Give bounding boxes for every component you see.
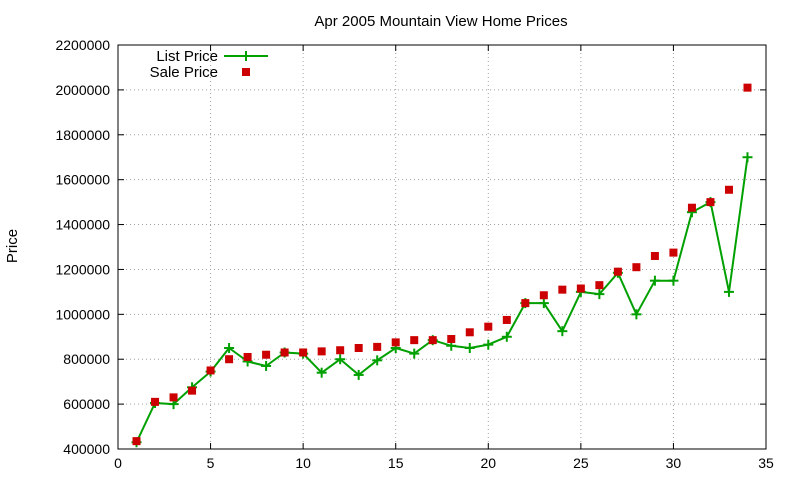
x-tick-label: 35 <box>758 455 774 471</box>
list-price-point <box>723 286 734 297</box>
sale-price-point <box>632 263 641 272</box>
sale-price-point <box>706 198 715 207</box>
grid <box>118 45 766 449</box>
sale-price-point <box>262 350 271 359</box>
sale-price-point <box>373 342 382 351</box>
x-tick-label: 15 <box>388 455 404 471</box>
y-tick-label: 1400000 <box>55 217 110 233</box>
legend: List Price Sale Price <box>150 48 268 81</box>
legend-marker-sale-price <box>242 68 250 76</box>
sale-price-point <box>447 335 456 344</box>
x-tick-label: 0 <box>114 455 122 471</box>
list-price-point <box>372 355 383 366</box>
y-tick-label: 600000 <box>63 396 110 412</box>
legend-label-sale-price: Sale Price <box>150 64 218 81</box>
y-tick-label: 2000000 <box>55 82 110 98</box>
list-price-point <box>261 360 272 371</box>
sale-price-series <box>132 83 752 446</box>
y-tick-label: 1800000 <box>55 127 110 143</box>
sale-price-point <box>151 397 160 406</box>
list-price-point <box>501 331 512 342</box>
legend-marker-list-price <box>241 51 251 61</box>
list-price-point <box>594 289 605 300</box>
list-price-point <box>464 343 475 353</box>
sale-price-point <box>484 322 493 331</box>
sale-price-point <box>428 336 437 345</box>
sale-price-point <box>502 315 511 324</box>
x-tick-label: 20 <box>480 455 496 471</box>
sale-price-point <box>336 346 345 355</box>
x-tick-label: 25 <box>573 455 589 471</box>
sale-price-point <box>539 291 548 300</box>
sale-price-point <box>280 348 289 357</box>
sale-price-point <box>354 344 363 352</box>
y-tick-label: 1200000 <box>55 261 110 277</box>
x-tick-label: 30 <box>666 455 682 471</box>
sale-price-point <box>132 437 141 446</box>
list-price-point <box>631 309 642 320</box>
list-price-point <box>409 348 420 359</box>
sale-price-point <box>317 347 326 356</box>
plot-frame <box>117 44 767 450</box>
y-tick-label: 800000 <box>63 351 110 367</box>
sale-price-point <box>206 366 215 375</box>
x-tick-label: 5 <box>207 455 215 471</box>
sale-price-point <box>299 348 308 357</box>
list-price-point <box>316 367 327 378</box>
sale-price-point <box>724 185 733 194</box>
sale-price-point <box>225 355 234 364</box>
x-tick-label: 10 <box>295 455 311 471</box>
legend-label-list-price: List Price <box>156 48 218 65</box>
sale-price-point <box>687 203 696 212</box>
sale-price-point <box>576 284 585 293</box>
list-price-point <box>335 354 346 365</box>
sale-price-point <box>613 267 622 276</box>
sale-price-point <box>465 328 474 337</box>
list-price-line <box>135 157 749 443</box>
list-price-point <box>668 275 679 286</box>
list-price-point <box>483 339 494 350</box>
sale-price-point <box>558 285 567 294</box>
y-ticks: 400000 600000 800000 1000000 1200000 1400000 1… <box>55 37 766 457</box>
sale-price-point <box>669 248 678 257</box>
list-price-series <box>131 152 753 448</box>
y-tick-label: 1000000 <box>55 306 110 322</box>
sale-price-point <box>595 281 604 290</box>
list-price-point <box>224 343 235 353</box>
list-price-point <box>353 369 364 380</box>
sale-price-point <box>650 251 659 260</box>
list-price-point <box>742 152 753 163</box>
list-price-point <box>649 275 660 286</box>
y-tick-label: 1600000 <box>55 172 110 188</box>
chart-title: Apr 2005 Mountain View Home Prices <box>314 13 567 30</box>
sale-price-point <box>188 386 197 395</box>
sale-price-point <box>521 299 530 308</box>
sale-price-point <box>391 338 400 347</box>
y-tick-label: 400000 <box>63 441 110 457</box>
sale-price-point <box>169 393 178 402</box>
list-price-point <box>557 326 568 337</box>
y-tick-label: 2200000 <box>55 37 110 53</box>
list-price-point <box>538 298 549 309</box>
sale-price-point <box>243 352 252 361</box>
sale-price-point <box>410 336 419 345</box>
x-ticks: 0 5 10 15 20 25 30 35 <box>114 45 774 471</box>
sale-price-point <box>743 83 752 92</box>
y-axis-label: Price <box>4 229 21 263</box>
